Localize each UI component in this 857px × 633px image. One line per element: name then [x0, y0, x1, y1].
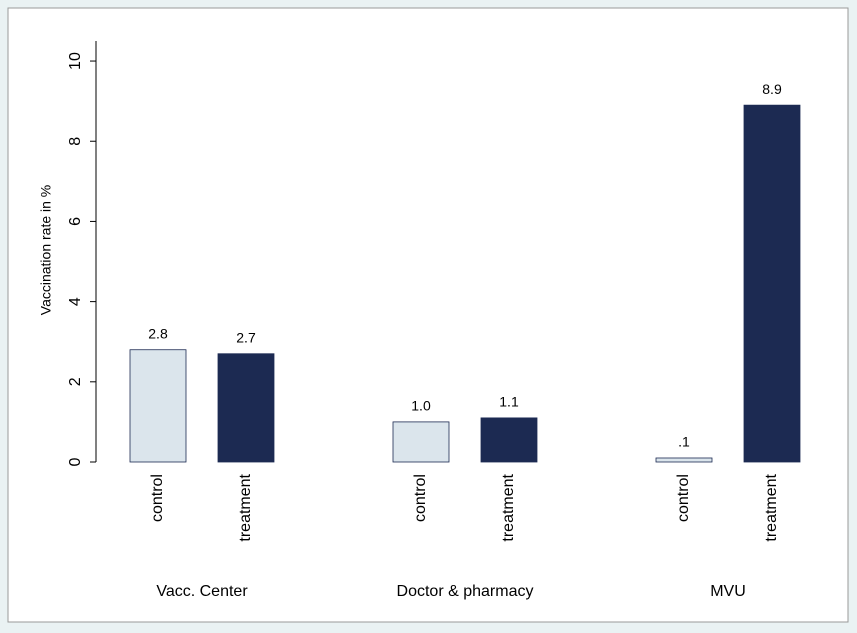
value-label: 1.1: [499, 394, 519, 410]
value-label: 2.7: [236, 329, 256, 345]
y-tick-label: 0: [67, 457, 84, 466]
group-label: MVU: [710, 583, 746, 600]
plot-background: [7, 7, 849, 623]
value-label: 2.8: [148, 325, 168, 341]
bar: [392, 421, 450, 463]
x-tick-label: treatment: [763, 473, 780, 541]
x-tick-label: control: [412, 474, 429, 522]
x-tick-label: treatment: [500, 473, 517, 541]
value-label: 8.9: [762, 81, 782, 97]
y-tick-label: 8: [67, 137, 84, 146]
bar: [129, 349, 187, 463]
y-tick-label: 6: [67, 217, 84, 226]
bar: [480, 417, 538, 463]
x-tick-label: control: [149, 474, 166, 522]
value-label: .1: [678, 434, 690, 450]
bar: [655, 457, 713, 463]
group-label: Vacc. Center: [156, 583, 248, 600]
x-tick-label: control: [675, 474, 692, 522]
bar: [743, 104, 801, 463]
group-label: Doctor & pharmacy: [397, 583, 534, 600]
value-label: 1.0: [411, 398, 431, 414]
y-axis-title: Vaccination rate in %: [38, 185, 54, 315]
y-tick-label: 10: [67, 52, 84, 70]
x-tick-label: treatment: [237, 473, 254, 541]
bar: [217, 353, 275, 463]
y-tick-label: 4: [67, 297, 84, 306]
y-tick-label: 2: [67, 377, 84, 386]
